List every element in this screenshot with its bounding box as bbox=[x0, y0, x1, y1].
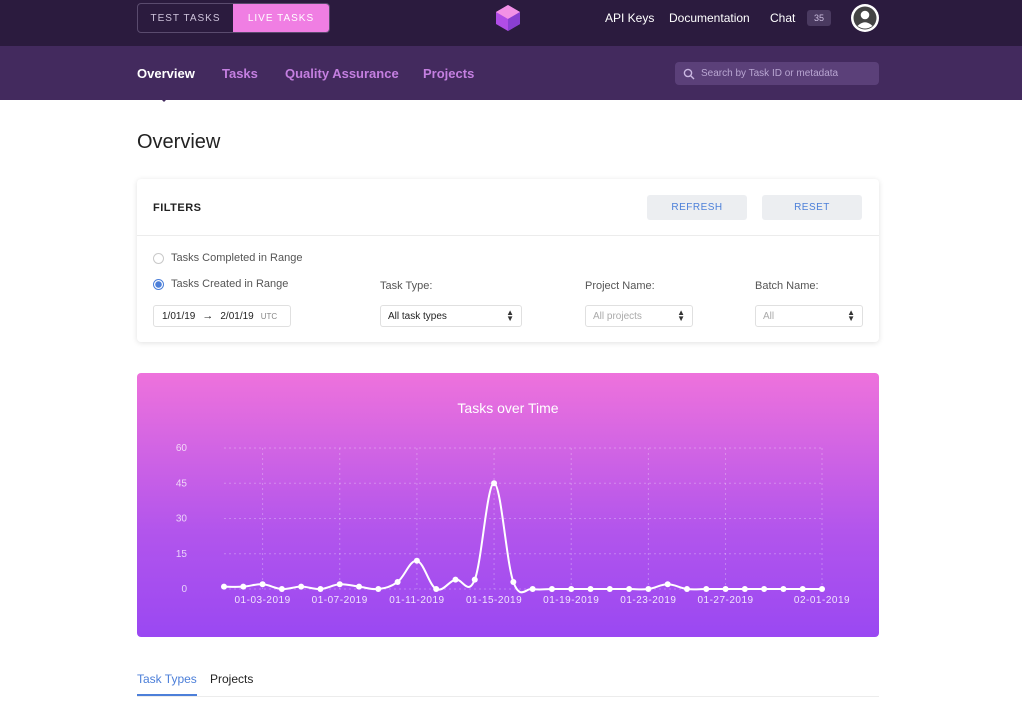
chart-x-tick-label: 01-23-2019 bbox=[620, 595, 676, 606]
chart-y-tick-label: 60 bbox=[176, 443, 188, 454]
chart-data-point bbox=[317, 586, 324, 592]
live-tasks-button[interactable]: LIVE TASKS bbox=[233, 4, 329, 32]
chart-data-point bbox=[722, 586, 729, 592]
test-tasks-button[interactable]: TEST TASKS bbox=[150, 12, 221, 24]
reset-button[interactable]: RESET bbox=[762, 195, 862, 220]
radio-label: Tasks Created in Range bbox=[171, 278, 289, 290]
chart-data-point bbox=[471, 576, 478, 583]
select-arrows-icon: ▲ ▼ bbox=[677, 308, 685, 323]
tasks-over-time-chart: Tasks over Time 0 15 30 45 60 01-03-2019 01-07… bbox=[137, 373, 879, 637]
bottom-tabs: Task Types Projects bbox=[137, 672, 879, 697]
date-end[interactable]: 2/01/19 bbox=[220, 310, 254, 322]
chart-data-point bbox=[375, 586, 382, 592]
chart-data-point bbox=[491, 480, 498, 487]
chart-data-point bbox=[529, 586, 536, 592]
chart-title: Tasks over Time bbox=[457, 400, 559, 416]
nav-projects[interactable]: Projects bbox=[423, 66, 475, 81]
timezone-label: UTC bbox=[260, 311, 278, 321]
chart-x-tick-label: 02-01-2019 bbox=[794, 595, 850, 606]
arrow-right-icon: → bbox=[202, 310, 214, 322]
select-arrows-icon: ▲ ▼ bbox=[506, 308, 514, 323]
chart-x-tick-label: 01-27-2019 bbox=[697, 595, 753, 606]
chart-data-point bbox=[819, 586, 825, 592]
chart-data-point bbox=[664, 581, 671, 588]
api-keys-link[interactable]: API Keys bbox=[605, 11, 655, 25]
radio-tasks-completed[interactable]: Tasks Completed in Range bbox=[153, 252, 302, 264]
chart-data-point bbox=[221, 583, 227, 590]
task-type-label: Task Type: bbox=[380, 280, 433, 292]
nav-overview[interactable]: Overview bbox=[137, 66, 195, 81]
chart-x-tick-label: 01-11-2019 bbox=[389, 595, 444, 606]
date-start[interactable]: 1/01/19 bbox=[162, 310, 196, 322]
batch-name-select[interactable]: All ▲ ▼ bbox=[755, 305, 863, 327]
top-bar: TEST TASKS LIVE TASKS API Keys Documenta… bbox=[0, 0, 1022, 46]
select-value: All projects bbox=[593, 310, 642, 322]
chart-x-tick-label: 01-03-2019 bbox=[235, 595, 291, 606]
chart-data-point bbox=[298, 583, 305, 590]
chart-data-point bbox=[278, 586, 285, 592]
chart-data-point bbox=[394, 578, 401, 585]
chart-data-point bbox=[683, 586, 690, 592]
chart-data-point bbox=[761, 586, 768, 592]
tab-projects[interactable]: Projects bbox=[210, 672, 254, 686]
chart-data-point bbox=[413, 557, 420, 564]
select-arrows-icon: ▲ ▼ bbox=[847, 308, 855, 323]
filters-panel: FILTERS REFRESH RESET Tasks Completed in… bbox=[137, 179, 879, 342]
radio-tasks-created[interactable]: Tasks Created in Range bbox=[153, 278, 288, 290]
nav-tasks[interactable]: Tasks bbox=[222, 66, 258, 81]
page-title: Overview bbox=[137, 131, 221, 153]
hexagon-logo-icon[interactable] bbox=[494, 4, 522, 32]
chart-data-point bbox=[240, 583, 247, 590]
search-box[interactable] bbox=[675, 62, 879, 85]
chart-data-point bbox=[336, 581, 343, 588]
chart-data-point bbox=[433, 586, 440, 592]
chart-data-point bbox=[510, 578, 517, 585]
search-icon bbox=[683, 68, 695, 79]
chart-data-point bbox=[259, 581, 266, 588]
chart-series-line bbox=[223, 482, 822, 594]
task-type-select[interactable]: All task types ▲ ▼ bbox=[380, 305, 522, 327]
select-value: All task types bbox=[388, 310, 447, 322]
chart-x-tick-label: 01-15-2019 bbox=[466, 595, 522, 606]
chat-count-badge: 35 bbox=[807, 10, 831, 26]
filters-header: FILTERS REFRESH RESET bbox=[137, 179, 879, 236]
chart-y-tick-label: 15 bbox=[176, 549, 188, 560]
chart-data-point bbox=[548, 586, 555, 592]
chart-data-point bbox=[703, 586, 710, 592]
select-value: All bbox=[763, 310, 775, 322]
radio-button[interactable] bbox=[153, 252, 164, 264]
chart-data-point bbox=[568, 586, 575, 592]
chart-data-point bbox=[645, 586, 652, 592]
chart-data-point bbox=[741, 586, 748, 592]
chart-plot: 0 15 30 45 60 01-03-2019 01-07-2019 01-11-2019 0… bbox=[176, 443, 850, 606]
chart-x-tick-label: 01-07-2019 bbox=[312, 595, 368, 606]
chart-y-tick-label: 30 bbox=[176, 514, 188, 525]
chart-data-point bbox=[356, 583, 363, 590]
search-input[interactable] bbox=[701, 68, 871, 79]
nav-quality-assurance[interactable]: Quality Assurance bbox=[285, 66, 399, 81]
chart-x-tick-label: 01-19-2019 bbox=[543, 595, 599, 606]
chart-data-point bbox=[587, 586, 594, 592]
user-avatar-icon[interactable] bbox=[851, 4, 879, 32]
chart-data-point bbox=[452, 576, 459, 583]
mode-toggle: TEST TASKS LIVE TASKS bbox=[137, 3, 330, 33]
project-name-label: Project Name: bbox=[585, 280, 655, 292]
radio-label: Tasks Completed in Range bbox=[171, 252, 303, 264]
active-nav-indicator bbox=[160, 98, 168, 102]
chart-y-tick-label: 45 bbox=[176, 478, 188, 489]
tab-task-types[interactable]: Task Types bbox=[137, 672, 197, 696]
project-name-select[interactable]: All projects ▲ ▼ bbox=[585, 305, 693, 327]
filters-title: FILTERS bbox=[153, 202, 202, 214]
date-range-picker[interactable]: 1/01/19 → 2/01/19 UTC bbox=[153, 305, 291, 327]
documentation-link[interactable]: Documentation bbox=[669, 11, 750, 25]
chart-data-point bbox=[780, 586, 787, 592]
refresh-button[interactable]: REFRESH bbox=[647, 195, 747, 220]
chart-y-tick-label: 0 bbox=[181, 584, 187, 595]
chart-data-point bbox=[799, 586, 806, 592]
chart-data-point bbox=[626, 586, 633, 592]
chat-link[interactable]: Chat bbox=[770, 11, 796, 25]
batch-name-label: Batch Name: bbox=[755, 280, 819, 292]
chart-data-point bbox=[606, 586, 613, 592]
radio-button-checked[interactable] bbox=[153, 278, 164, 290]
